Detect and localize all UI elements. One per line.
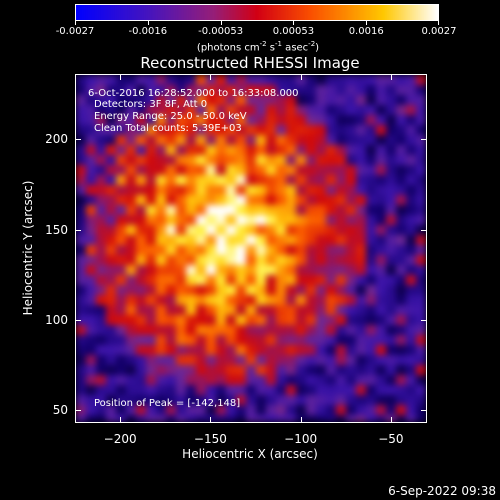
x-axis-label: Heliocentric X (arcsec) xyxy=(182,447,318,461)
x-tick xyxy=(300,417,302,423)
x-tick xyxy=(120,417,122,423)
y-tick xyxy=(75,139,81,141)
x-tick xyxy=(210,417,212,423)
y-tick-label: 150 xyxy=(45,222,68,237)
y-tick-label: 100 xyxy=(45,312,68,327)
y-tick xyxy=(421,229,427,231)
colorbar-tick-label: -0.0016 xyxy=(128,26,168,37)
y-tick xyxy=(421,319,427,321)
colorbar-units: (photons cm-2 s-1 asec-2) xyxy=(196,40,320,54)
colorbar-tick xyxy=(147,20,149,25)
y-tick xyxy=(421,139,427,141)
x-tick xyxy=(300,74,302,80)
y-tick xyxy=(421,410,427,412)
x-tick xyxy=(210,74,212,80)
x-tick-label: −50 xyxy=(378,432,404,446)
colorbar-gradient xyxy=(76,5,438,20)
colorbar-tick-label: 0.00053 xyxy=(272,26,315,37)
image-title: Reconstructed RHESSI Image xyxy=(140,54,360,72)
colorbar-tick xyxy=(220,20,222,25)
colorbar-tick-label: -0.00053 xyxy=(198,26,244,37)
x-tick-label: −100 xyxy=(284,432,318,446)
colorbar-tick xyxy=(366,20,368,25)
colorbar-tick xyxy=(293,20,295,25)
colorbar-tick-label: 0.0016 xyxy=(348,26,384,37)
colorbar-tick xyxy=(75,20,76,25)
rhessi-image-plot xyxy=(75,74,427,423)
colorbar-tick-label: 0.0027 xyxy=(421,26,457,37)
rhessi-image xyxy=(76,75,426,422)
y-axis-label: Heliocentric Y (arcsec) xyxy=(21,180,35,316)
y-tick-label: 50 xyxy=(52,403,68,418)
colorbar xyxy=(75,4,439,21)
y-tick-label: 200 xyxy=(45,132,68,147)
x-tick xyxy=(390,417,392,423)
plot-timestamp: 6-Sep-2022 09:38 xyxy=(388,484,496,498)
y-tick xyxy=(75,229,81,231)
x-tick xyxy=(120,74,122,80)
peak-position: Position of Peak = [-142,148] xyxy=(94,398,241,409)
y-tick xyxy=(75,319,81,321)
info-detectors: Detectors: 3F 8F, Att 0 xyxy=(94,99,208,110)
colorbar-tick xyxy=(438,20,439,25)
info-total-counts: Clean Total counts: 5.39E+03 xyxy=(94,123,242,134)
x-tick-label: −200 xyxy=(103,432,137,446)
info-time-range: 6-Oct-2016 16:28:52.000 to 16:33:08.000 xyxy=(88,88,299,99)
colorbar-tick-label: -0.0027 xyxy=(55,26,95,37)
info-energy-range: Energy Range: 25.0 - 50.0 keV xyxy=(94,111,247,122)
x-tick xyxy=(390,74,392,80)
x-tick-label: −150 xyxy=(193,432,227,446)
y-tick xyxy=(75,410,81,412)
